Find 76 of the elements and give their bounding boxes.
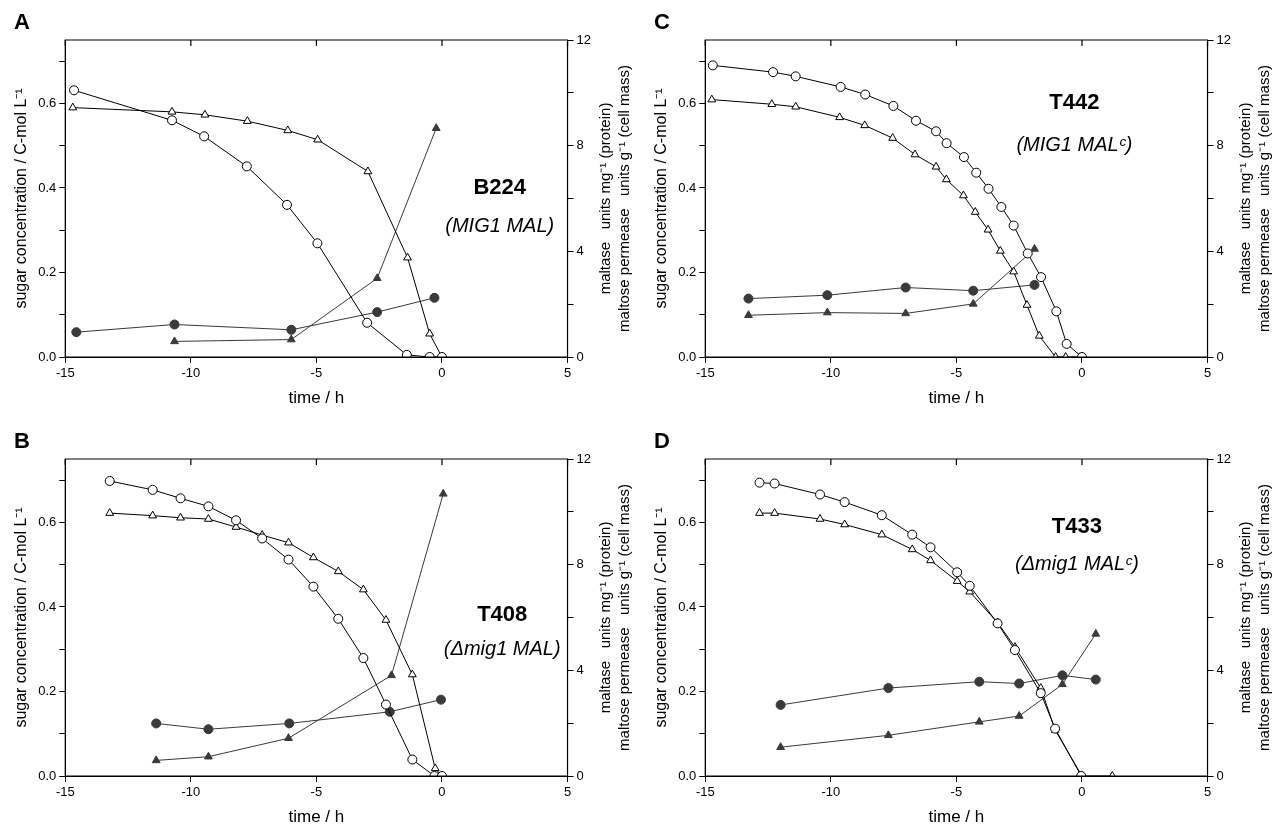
chart-title: B (14, 428, 30, 454)
y-axis-title: sugar concentration / C-mol L⁻¹ (12, 88, 30, 309)
y-tick-label: 0.4 (678, 598, 697, 614)
y-tick-label: 0.0 (38, 767, 57, 783)
x-tick-label: 0 (1078, 784, 1086, 800)
y2-axis-title: maltase units mg⁻¹ (protein) maltose permease units g⁻¹ (cell mass) (595, 484, 632, 751)
y2-tick-label: 4 (1216, 661, 1224, 677)
annotation: (MIG1 MALᶜ) (1016, 133, 1133, 156)
y-tick-label: 0.4 (38, 179, 57, 195)
y-axis-title: sugar concentration / C-mol L⁻¹ (12, 507, 30, 728)
y-tick-label: 0.6 (678, 513, 697, 529)
x-tick-label: 0 (438, 784, 446, 800)
y-tick-label: 0.2 (678, 264, 697, 280)
y-tick-label: 0.4 (678, 179, 697, 195)
y-axis-title: sugar concentration / C-mol L⁻¹ (652, 88, 670, 309)
y2-tick-label: 8 (1216, 137, 1224, 153)
y-tick-label: 0.2 (678, 683, 697, 699)
annotation: T433 (1051, 512, 1103, 538)
x-tick-label: 0 (1078, 365, 1086, 381)
y2-tick-label: 4 (576, 242, 584, 258)
x-tick-label: -5 (310, 365, 323, 381)
chart-title: A (14, 9, 30, 35)
annotation: (Δmig1 MALᶜ) (1015, 552, 1139, 575)
y2-tick-label: 4 (576, 661, 584, 677)
x-tick-label: -15 (695, 784, 715, 800)
y-axis-title: sugar concentration / C-mol L⁻¹ (652, 507, 670, 728)
chart-title: C (654, 9, 670, 35)
x-tick-label: 0 (438, 365, 446, 381)
x-axis-title: time / h (928, 807, 985, 827)
y2-tick-label: 12 (1216, 31, 1232, 47)
x-tick-label: -10 (181, 784, 201, 800)
y2-tick-label: 8 (1216, 556, 1224, 572)
annotation: (MIG1 MAL) (445, 213, 555, 236)
y2-axis-title: maltase units mg⁻¹ (protein) maltose permease units g⁻¹ (cell mass) (1235, 65, 1272, 332)
x-tick-label: -5 (950, 365, 963, 381)
y2-tick-label: 0 (1216, 348, 1224, 364)
y-tick-label: 0.0 (678, 767, 697, 783)
y2-tick-label: 12 (576, 450, 592, 466)
x-tick-label: -15 (55, 365, 75, 381)
y-tick-label: 0.0 (38, 348, 57, 364)
x-tick-label: -15 (55, 784, 75, 800)
y2-axis-title: maltase units mg⁻¹ (protein) maltose permease units g⁻¹ (cell mass) (595, 65, 632, 332)
y-tick-label: 0.6 (678, 94, 697, 110)
x-tick-label: 5 (563, 365, 572, 381)
x-tick-label: -5 (310, 784, 323, 800)
y-tick-label: 0.6 (38, 94, 57, 110)
annotation: T408 (477, 601, 528, 627)
y2-tick-label: 0 (576, 348, 584, 364)
y2-tick-label: 4 (1216, 242, 1224, 258)
y-tick-label: 0.4 (38, 598, 57, 614)
y2-tick-label: 12 (1216, 450, 1232, 466)
y2-tick-label: 0 (576, 767, 584, 783)
x-tick-label: 5 (1203, 365, 1212, 381)
x-tick-label: -5 (950, 784, 963, 800)
y-tick-label: 0.6 (38, 513, 57, 529)
x-axis-title: time / h (928, 388, 985, 408)
y2-tick-label: 8 (576, 556, 584, 572)
annotation: (Δmig1 MAL) (443, 636, 561, 659)
x-tick-label: 5 (563, 784, 572, 800)
x-tick-label: 5 (1203, 784, 1212, 800)
x-tick-label: -10 (181, 365, 201, 381)
y2-tick-label: 0 (1216, 767, 1224, 783)
y2-axis-title: maltase units mg⁻¹ (protein) maltose permease units g⁻¹ (cell mass) (1235, 484, 1272, 751)
x-tick-label: -10 (821, 365, 841, 381)
annotation: B224 (473, 174, 527, 199)
x-axis-title: time / h (288, 388, 345, 408)
y2-tick-label: 8 (576, 137, 584, 153)
y-tick-label: 0.2 (38, 264, 57, 280)
y-tick-label: 0.2 (38, 683, 57, 699)
x-tick-label: -15 (695, 365, 715, 381)
x-tick-label: -10 (821, 784, 841, 800)
y2-tick-label: 12 (576, 31, 592, 47)
annotation: T442 (1049, 89, 1100, 115)
x-axis-title: time / h (288, 807, 345, 827)
y-tick-label: 0.0 (678, 348, 697, 364)
chart-title: D (654, 428, 670, 454)
